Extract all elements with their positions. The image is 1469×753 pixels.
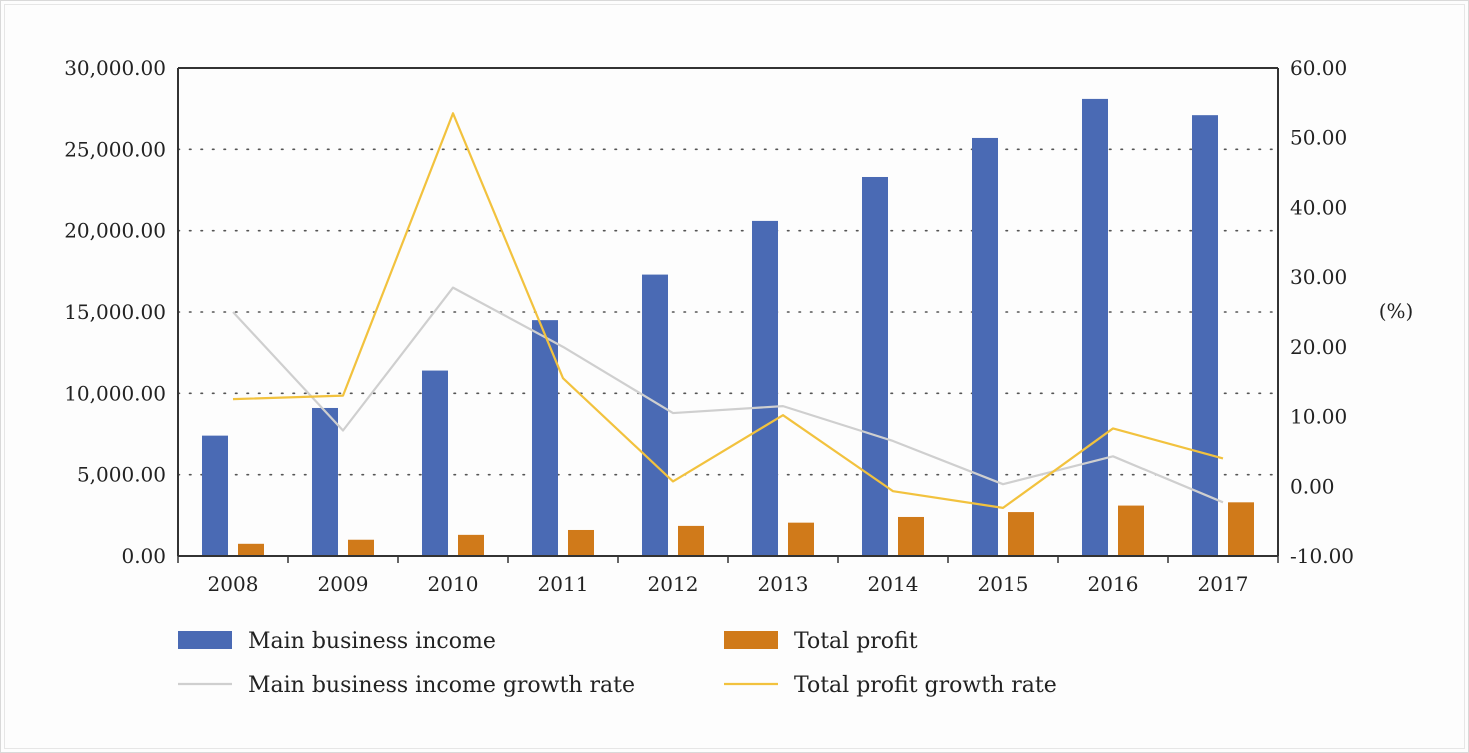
legend: Main business income Total profit Main bus… (178, 629, 1057, 698)
line-main-business-income-growth-rate (232, 286, 1224, 504)
bar-main-business-income (532, 320, 558, 556)
x-tick-label: 2009 (318, 572, 369, 596)
x-tick-label: 2011 (538, 572, 589, 596)
bar-total-profit (238, 543, 264, 556)
left-tick-label: 0.00 (121, 544, 166, 568)
right-axis-label: (%) (1379, 299, 1414, 323)
x-tick-label: 2015 (978, 572, 1029, 596)
right-tick-label: 60.00 (1290, 56, 1347, 80)
bar-main-business-income (972, 137, 998, 557)
x-axis-tick-labels: 2008 2009 2010 2011 2012 2013 2014 2015 2016 2017 (208, 572, 1249, 596)
left-axis-tick-labels: 0.00 5,000.00 10,000.00 15,000.00 20,000.00 2… (64, 56, 166, 568)
bar-total-profit (1008, 512, 1034, 556)
bar-total-profit (678, 525, 704, 556)
right-axis-tick-labels: -10.00 0.00 10.00 20.00 30.00 40.00 50.00 60.00 (1290, 56, 1354, 568)
line-total-profit-growth-rate (232, 112, 1224, 509)
legend-item: Main business income (178, 629, 496, 654)
bar-total-profit (788, 522, 814, 556)
x-tick-label: 2017 (1198, 572, 1249, 596)
legend-label: Main business income (248, 629, 496, 654)
chart-inner-border (4, 4, 1465, 749)
legend-swatch (724, 631, 778, 649)
bar-total-profit (1228, 502, 1254, 556)
bar-main-business-income (312, 407, 338, 556)
legend-item: Total profit (724, 629, 918, 654)
bar-total-profit (458, 534, 484, 556)
bar-total-profit (568, 529, 594, 556)
left-tick-label: 15,000.00 (64, 300, 166, 324)
right-tick-label: 0.00 (1290, 474, 1335, 498)
legend-swatch (178, 631, 232, 649)
right-tick-label: -10.00 (1290, 544, 1354, 568)
right-tick-label: 10.00 (1290, 405, 1347, 429)
x-tick-label: 2012 (648, 572, 699, 596)
x-tick-label: 2010 (428, 572, 479, 596)
left-tick-label: 10,000.00 (64, 381, 166, 405)
axes (177, 67, 1279, 563)
legend-item: Main business income growth rate (178, 673, 635, 698)
bar-main-business-income (862, 176, 888, 556)
bar-main-business-income (1082, 98, 1108, 556)
right-tick-label: 20.00 (1290, 335, 1347, 359)
right-tick-label: 40.00 (1290, 195, 1347, 219)
left-tick-label: 25,000.00 (64, 137, 166, 161)
right-tick-label: 30.00 (1290, 265, 1347, 289)
bar-main-business-income (202, 435, 228, 556)
x-tick-label: 2013 (758, 572, 809, 596)
legend-label: Total profit growth rate (794, 673, 1057, 698)
legend-label: Main business income growth rate (248, 673, 635, 698)
legend-item: Total profit growth rate (724, 673, 1057, 698)
left-tick-label: 30,000.00 (64, 56, 166, 80)
bar-total-profit (898, 516, 924, 556)
bar-main-business-income (752, 220, 778, 556)
bar-series (202, 98, 1254, 557)
bar-main-business-income (1192, 115, 1218, 556)
bar-total-profit (348, 539, 374, 556)
grid-lines (177, 148, 1279, 476)
x-tick-label: 2014 (868, 572, 919, 596)
bar-main-business-income (422, 370, 448, 556)
x-tick-label: 2008 (208, 572, 259, 596)
x-tick-label: 2016 (1088, 572, 1139, 596)
line-series (232, 112, 1224, 509)
left-tick-label: 20,000.00 (64, 219, 166, 243)
legend-label: Total profit (794, 629, 918, 654)
right-tick-label: 50.00 (1290, 126, 1347, 150)
bar-main-business-income (642, 274, 668, 556)
left-tick-label: 5,000.00 (77, 463, 166, 487)
bar-total-profit (1118, 505, 1144, 556)
